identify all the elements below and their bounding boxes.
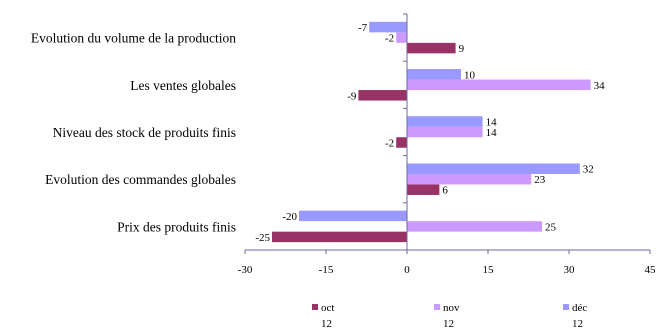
- bar-oct: [358, 90, 407, 101]
- data-label: 9: [459, 43, 465, 55]
- data-label: 6: [442, 185, 448, 197]
- data-labels: 9 -9 -2 6 -25 -2 34 14 23 25 -7 10 14 32 -20: [255, 22, 605, 244]
- x-tick-label: -15: [319, 264, 334, 276]
- bar-nov: [407, 126, 483, 138]
- bar-oct: [396, 137, 407, 148]
- legend-sublabel: 12: [443, 318, 454, 330]
- category-label: Evolution du volume de la production: [31, 31, 236, 46]
- legend-label: nov: [443, 302, 460, 314]
- data-label: 23: [534, 174, 546, 186]
- bars: [272, 21, 591, 243]
- data-label: 10: [464, 69, 476, 81]
- legend-sublabel: 12: [321, 318, 332, 330]
- bar-déc: [369, 21, 407, 33]
- bar-oct: [272, 231, 407, 243]
- data-label: -9: [347, 90, 357, 102]
- legend-swatch-déc: [563, 304, 569, 310]
- x-tick-label: 15: [483, 264, 495, 276]
- legend: oct 12 nov 12 déc 12: [312, 302, 587, 330]
- data-label: 32: [583, 164, 594, 176]
- data-label: -2: [385, 138, 394, 150]
- category-label: Niveau des stock de produits finis: [53, 125, 236, 140]
- data-label: -7: [358, 22, 368, 34]
- x-tick-label: 0: [404, 264, 410, 276]
- bar-oct: [407, 184, 440, 195]
- legend-label: oct: [321, 302, 334, 314]
- x-tick-label: 45: [645, 264, 657, 276]
- bar-nov: [407, 221, 542, 232]
- bar-oct: [407, 42, 456, 54]
- legend-label: déc: [572, 302, 587, 314]
- legend-swatch-oct: [312, 304, 318, 310]
- bar-nov: [407, 173, 532, 185]
- data-label: -2: [385, 33, 394, 45]
- category-label: Evolution des commandes globales: [45, 172, 236, 187]
- bar-déc: [407, 69, 461, 80]
- legend-swatch-nov: [434, 304, 440, 310]
- bar-nov: [407, 79, 591, 91]
- bar-déc: [299, 210, 407, 222]
- bar-déc: [407, 163, 580, 174]
- axes: -30 -15 0 15 30 45: [238, 13, 657, 276]
- data-label: -20: [282, 211, 297, 223]
- data-label: 14: [486, 127, 498, 139]
- bar-déc: [407, 116, 483, 127]
- data-label: 34: [594, 80, 606, 92]
- category-label: Les ventes globales: [130, 78, 236, 93]
- category-label: Prix des produits finis: [117, 219, 236, 234]
- legend-sublabel: 12: [572, 318, 583, 330]
- bar-nov: [396, 32, 407, 43]
- category-labels: Evolution du volume de la production Les …: [31, 31, 236, 235]
- x-tick-label: -30: [238, 264, 253, 276]
- x-tick-label: 30: [564, 264, 576, 276]
- data-label: 14: [486, 117, 498, 129]
- data-label: 25: [545, 221, 557, 233]
- data-label: -25: [255, 232, 270, 244]
